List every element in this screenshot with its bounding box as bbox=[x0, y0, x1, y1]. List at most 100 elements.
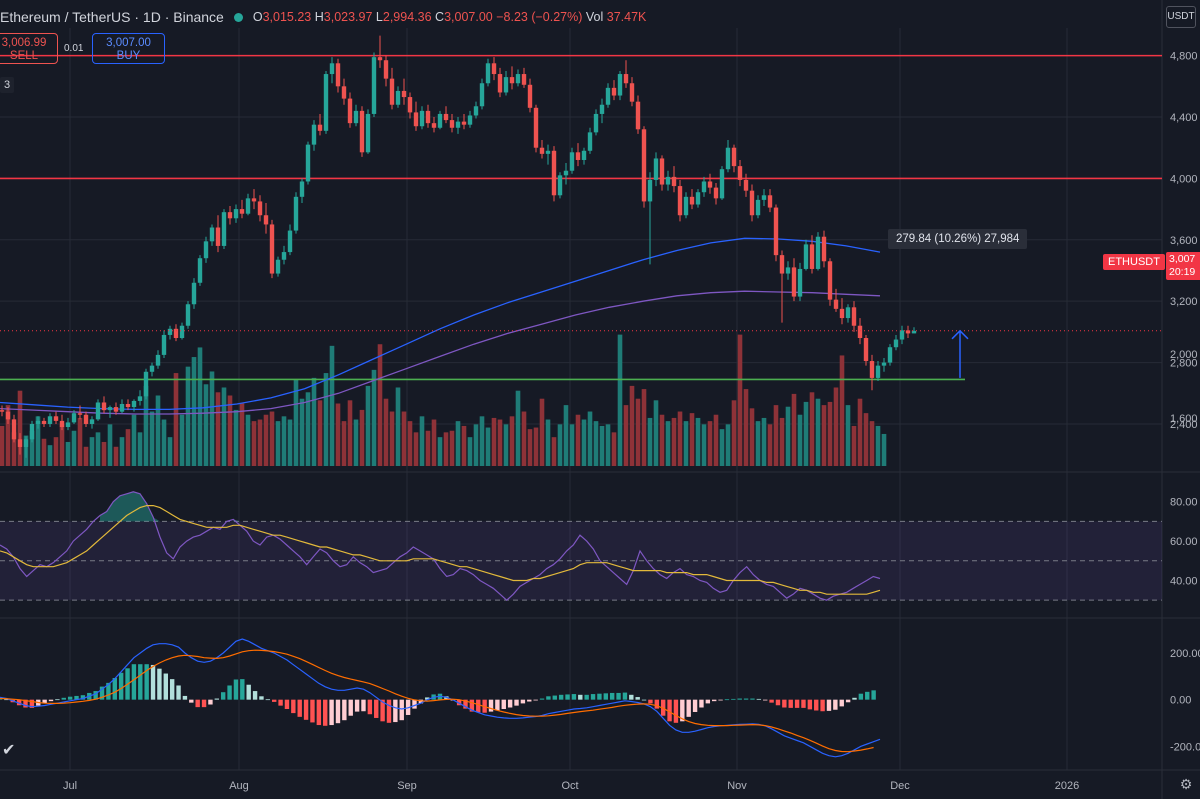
volume-bar bbox=[347, 400, 353, 466]
candle-body bbox=[89, 419, 95, 424]
macd-histogram-bar bbox=[699, 699, 704, 708]
candle-body bbox=[473, 106, 479, 116]
volume-tick-label: 2,000 bbox=[1170, 349, 1198, 361]
volume-bar bbox=[869, 421, 875, 466]
spread-value: 0.01 bbox=[64, 43, 84, 54]
candle-body bbox=[737, 166, 743, 180]
high-value: 3,023.97 bbox=[323, 10, 373, 24]
macd-histogram-bar bbox=[227, 685, 232, 700]
volume-bar bbox=[467, 437, 473, 466]
candle-body bbox=[509, 77, 515, 84]
volume-bar bbox=[419, 416, 425, 466]
candle-body bbox=[749, 190, 755, 216]
volume-bar bbox=[563, 405, 569, 466]
macd-histogram-bar bbox=[99, 686, 105, 700]
candle-body bbox=[185, 304, 191, 326]
macd-histogram-bar bbox=[342, 699, 347, 721]
candle-body bbox=[707, 181, 713, 188]
volume-bar bbox=[779, 417, 785, 466]
volume-bar bbox=[365, 385, 371, 466]
volume-bar bbox=[167, 437, 173, 466]
sell-label: SELL bbox=[9, 50, 39, 62]
macd-histogram-bar bbox=[724, 699, 730, 701]
buy-button[interactable]: 3,007.00 BUY bbox=[92, 33, 165, 64]
time-tick-label: Nov bbox=[727, 780, 747, 792]
macd-histogram-bar bbox=[833, 699, 838, 710]
volume-bar bbox=[215, 392, 221, 466]
macd-histogram-bar bbox=[469, 699, 475, 712]
candle-body bbox=[293, 196, 299, 231]
candle-body bbox=[23, 439, 29, 447]
volume-bar bbox=[323, 373, 329, 466]
macd-histogram-bar bbox=[629, 694, 634, 700]
symbol-title[interactable]: Ethereum / TetherUS · 1D · Binance bbox=[0, 9, 224, 25]
volume-bar bbox=[149, 411, 155, 466]
candle-body bbox=[485, 63, 491, 84]
candle-body bbox=[683, 196, 689, 216]
macd-histogram-bar bbox=[42, 699, 47, 704]
rsi-tick-label: 40.00 bbox=[1170, 575, 1198, 587]
macd-histogram-bar bbox=[686, 699, 691, 717]
volume-bar bbox=[143, 385, 149, 466]
macd-histogram-bar bbox=[501, 699, 506, 709]
macd-histogram-bar bbox=[323, 699, 328, 726]
candle-body bbox=[227, 212, 233, 219]
candle-body bbox=[95, 402, 101, 420]
volume-bar bbox=[119, 437, 125, 466]
candle-body bbox=[173, 328, 179, 339]
candle-body bbox=[857, 325, 863, 339]
macd-histogram-bar bbox=[240, 679, 245, 700]
macd-histogram-bar bbox=[782, 699, 787, 708]
currency-selector[interactable]: USDT bbox=[1166, 6, 1196, 28]
last-price-tag: 3,007 20:19 bbox=[1166, 252, 1200, 280]
indicator-count-badge[interactable]: 3 bbox=[0, 77, 14, 93]
candle-body bbox=[119, 404, 125, 412]
candle-body bbox=[851, 307, 857, 326]
candle-body bbox=[659, 158, 665, 185]
volume-bar bbox=[401, 411, 407, 466]
candle-body bbox=[131, 400, 137, 408]
volume-value: 37.47K bbox=[606, 10, 647, 24]
candle-body bbox=[419, 110, 425, 127]
candle-body bbox=[527, 84, 533, 108]
candle-body bbox=[587, 132, 593, 151]
candle-body bbox=[407, 97, 413, 113]
settings-gear-icon[interactable]: ⚙ bbox=[1180, 776, 1193, 792]
candle-body bbox=[299, 181, 305, 197]
macd-tick-label: 0.00 bbox=[1170, 695, 1191, 707]
candle-body bbox=[383, 60, 389, 79]
candle-body bbox=[653, 158, 659, 180]
measure-arrowhead bbox=[951, 329, 969, 340]
tradingview-logo-icon[interactable]: ✔︎ bbox=[2, 742, 16, 759]
volume-bar bbox=[425, 430, 431, 466]
volume-bar bbox=[749, 408, 755, 466]
candle-body bbox=[251, 198, 257, 202]
candle-body bbox=[53, 416, 59, 421]
macd-histogram-bar bbox=[558, 694, 564, 700]
candle-body bbox=[365, 113, 371, 153]
sell-button[interactable]: 3,006.99 SELL bbox=[0, 33, 58, 64]
candle-body bbox=[239, 209, 245, 214]
macd-histogram-bar bbox=[514, 699, 519, 706]
macd-histogram-bar bbox=[278, 699, 283, 706]
volume-bar bbox=[341, 421, 347, 466]
macd-histogram-bar bbox=[692, 699, 698, 712]
macd-histogram-bar bbox=[138, 664, 143, 700]
macd-histogram-bar bbox=[520, 699, 526, 704]
rsi-ma-line bbox=[0, 505, 881, 595]
volume-bar bbox=[239, 403, 245, 466]
candle-body bbox=[623, 74, 629, 84]
candle-body bbox=[29, 423, 35, 440]
volume-bar bbox=[83, 446, 89, 466]
volume-bar bbox=[767, 424, 773, 466]
measure-label: 279.84 (10.26%) 27,984 bbox=[888, 229, 1028, 249]
macd-histogram-bar bbox=[329, 699, 334, 726]
macd-histogram-bar bbox=[214, 698, 220, 700]
volume-bar bbox=[329, 345, 335, 466]
candle-body bbox=[809, 244, 815, 269]
macd-histogram-bar bbox=[533, 699, 538, 701]
candle-body bbox=[143, 371, 149, 397]
candle-body bbox=[593, 113, 599, 133]
time-tick-label: 2026 bbox=[1055, 780, 1079, 792]
